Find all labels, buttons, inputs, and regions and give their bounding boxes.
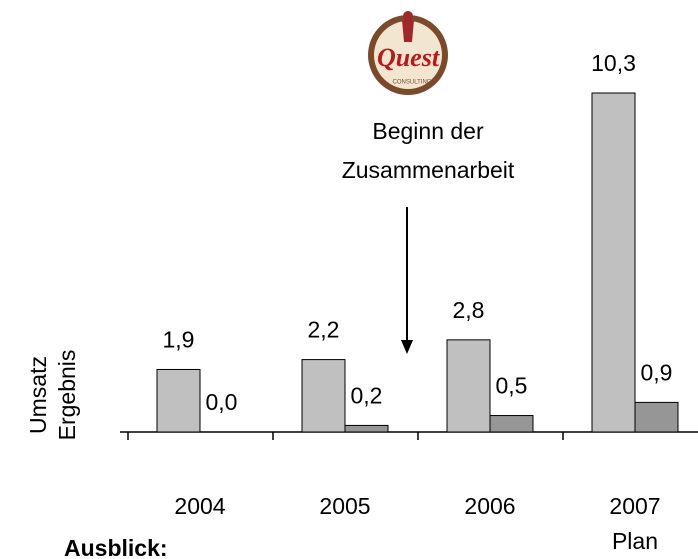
bar	[489, 415, 534, 433]
logo-text: Quest	[377, 43, 440, 72]
legend-label: Ergebnis	[54, 350, 80, 441]
bar	[344, 424, 389, 433]
value-label: 0,2	[351, 382, 383, 408]
bar	[156, 368, 201, 433]
footer: Ausblick:	[64, 535, 168, 559]
x-tick-label: 2005	[319, 493, 370, 519]
value-label: 0,9	[641, 359, 673, 385]
bar	[634, 401, 679, 433]
arrow-head	[401, 340, 413, 354]
legend-label: Umsatz	[25, 356, 51, 434]
value-label: 10,3	[591, 50, 636, 76]
bar	[446, 339, 491, 433]
value-label: 0,0	[206, 389, 238, 415]
bar	[591, 92, 636, 433]
x-tick-label: 2004	[174, 493, 225, 519]
x-tick-label: 2006	[464, 493, 515, 519]
value-label: 2,2	[308, 317, 340, 343]
logo-piece	[402, 20, 414, 42]
logo-subtitle: CONSULTING	[393, 80, 432, 86]
logo-inner	[374, 21, 442, 89]
logo-head	[403, 11, 413, 21]
logo: Quest CONSULTING	[368, 11, 448, 95]
annotation: Beginn der Zusammenarbeit	[342, 118, 515, 183]
value-label: 2,8	[453, 297, 485, 323]
bar	[301, 359, 346, 433]
value-label: 1,9	[163, 327, 195, 353]
x-tick-label: 2007 Plan	[609, 493, 660, 554]
value-label: 0,5	[496, 373, 528, 399]
